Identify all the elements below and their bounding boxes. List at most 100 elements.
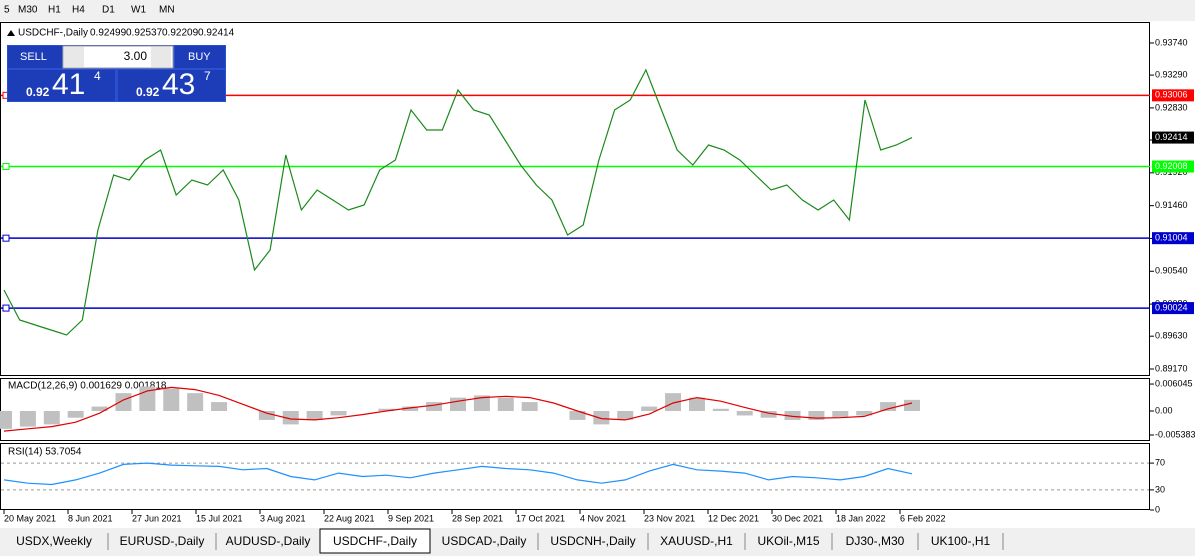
level-marker xyxy=(2,234,10,242)
date-label: 18 Jan 2022 xyxy=(836,513,886,523)
macd-bar xyxy=(904,399,920,412)
macd-bar xyxy=(617,411,634,420)
level-marker xyxy=(2,163,10,171)
date-label: 17 Oct 2021 xyxy=(516,513,565,523)
macd-bar xyxy=(569,411,586,420)
timeframe-button[interactable]: W1 xyxy=(131,5,146,16)
tab-label[interactable]: XAUUSD-,H1 xyxy=(660,534,733,548)
bid-box[interactable] xyxy=(8,70,115,101)
ask-main: 43 xyxy=(162,68,195,101)
y-tick-label: 0.89170 xyxy=(1155,363,1188,373)
level-label-bg xyxy=(1152,89,1194,102)
macd-bar xyxy=(0,411,12,429)
series-line xyxy=(3,462,913,486)
bid-main: 41 xyxy=(52,68,85,101)
y-tick-label: 0.93290 xyxy=(1155,69,1188,79)
sell-label[interactable]: SELL xyxy=(20,51,47,63)
ohlc-value: 0.92499 xyxy=(90,28,127,39)
level-marker xyxy=(2,304,10,312)
toolbar xyxy=(0,0,1195,21)
buy-button[interactable] xyxy=(175,46,225,68)
date-label: 4 Nov 2021 xyxy=(580,513,626,523)
ohlc-value: 0.92414 xyxy=(198,28,235,39)
last-price-label: 0.92414 xyxy=(1155,132,1188,142)
series-line xyxy=(3,68,913,336)
macd-bar xyxy=(211,402,228,412)
y-tick-label: 30 xyxy=(1155,484,1165,494)
rsi-title: RSI(14) 53.7054 xyxy=(8,447,82,458)
ask-box[interactable] xyxy=(118,70,225,101)
tab-label[interactable]: UKOil-,M15 xyxy=(757,534,819,548)
timeframe-button[interactable]: MN xyxy=(159,5,175,16)
macd-bar xyxy=(187,393,204,412)
date-label: 8 Jun 2021 xyxy=(68,513,113,523)
date-label: 12 Dec 2021 xyxy=(708,513,759,523)
macd-bar xyxy=(497,397,514,412)
ask-big: 0.92 xyxy=(136,85,160,99)
date-label: 30 Dec 2021 xyxy=(772,513,823,523)
ask-pip: 7 xyxy=(204,69,211,83)
volume-value[interactable]: 3.00 xyxy=(124,49,148,63)
tab-label[interactable]: DJ30-,M30 xyxy=(846,534,905,548)
tab-label[interactable]: UK100-,H1 xyxy=(931,534,991,548)
timeframe-button[interactable]: D1 xyxy=(102,5,115,16)
macd-bar xyxy=(856,411,873,416)
date-label: 6 Feb 2022 xyxy=(900,513,946,523)
date-label: 23 Nov 2021 xyxy=(644,513,695,523)
level-label-bg xyxy=(1152,232,1194,245)
y-tick-label: -0.005383 xyxy=(1155,429,1195,439)
macd-bar xyxy=(163,388,180,412)
timeframe-button[interactable]: 5 xyxy=(4,5,10,16)
tab-label[interactable]: EURUSD-,Daily xyxy=(120,534,205,548)
macd-bar xyxy=(665,393,682,412)
macd-bar xyxy=(808,411,825,420)
buy-label[interactable]: BUY xyxy=(188,51,211,63)
last-price-bg xyxy=(1152,131,1194,144)
macd-bar xyxy=(282,411,299,425)
y-tick-label: 0 xyxy=(1155,504,1160,514)
rsi-panel xyxy=(0,443,1150,510)
tab-label[interactable]: USDCNH-,Daily xyxy=(550,534,635,548)
sell-button[interactable] xyxy=(8,46,62,68)
tabs: USDX,Weekly EURUSD-,Daily AUDUSD-,Daily USD… xyxy=(16,528,1004,554)
macd-bar xyxy=(521,402,538,412)
timeframe-bar: 5 M30 H1 H4 D1 W1 MN xyxy=(4,5,175,16)
volume-up[interactable] xyxy=(151,47,171,67)
macd-bar xyxy=(784,411,801,420)
tab-label[interactable]: USDCHF-,Daily xyxy=(333,534,417,548)
timeframe-button[interactable]: H4 xyxy=(72,5,85,16)
date-label: 15 Jul 2021 xyxy=(196,513,243,523)
y-tick-label: 0.89630 xyxy=(1155,331,1188,341)
volume-input[interactable] xyxy=(62,45,174,69)
date-label: 20 May 2021 xyxy=(4,513,56,523)
y-tick-label: 0.90540 xyxy=(1155,266,1188,276)
macd-bar xyxy=(91,406,108,412)
macd-bar xyxy=(43,411,60,425)
level-label-bg xyxy=(1152,160,1194,173)
series-line xyxy=(3,386,913,432)
macd-bar xyxy=(760,411,777,418)
macd-bar xyxy=(641,406,658,412)
y-tick-label: 70 xyxy=(1155,457,1165,467)
timeframe-button[interactable]: H1 xyxy=(48,5,61,16)
date-label: 3 Aug 2021 xyxy=(260,513,306,523)
macd-title: MACD(12,26,9) 0.001629 0.001818 xyxy=(8,381,167,392)
y-tick-label: 0.00 xyxy=(1155,405,1173,415)
tab-label[interactable]: USDX,Weekly xyxy=(16,534,92,548)
macd-bar xyxy=(712,408,729,412)
level-label: 0.91004 xyxy=(1155,233,1188,243)
level-label: 0.93006 xyxy=(1155,90,1188,100)
macd-bar xyxy=(258,411,275,420)
chart-header: USDCHF-,Daily xyxy=(18,28,88,39)
volume-down[interactable] xyxy=(64,47,84,67)
tab-label[interactable]: USDCAD-,Daily xyxy=(442,534,527,548)
macd-bar xyxy=(426,402,443,412)
macd-bar xyxy=(593,411,610,425)
date-label: 9 Sep 2021 xyxy=(388,513,434,523)
tab-label[interactable]: AUDUSD-,Daily xyxy=(226,534,311,548)
timeframe-button[interactable]: M30 xyxy=(18,5,38,16)
macd-bar xyxy=(378,408,395,412)
macd-bar xyxy=(688,397,705,412)
bid-big: 0.92 xyxy=(26,85,50,99)
ohlc-value: 0.92537 xyxy=(126,28,163,39)
